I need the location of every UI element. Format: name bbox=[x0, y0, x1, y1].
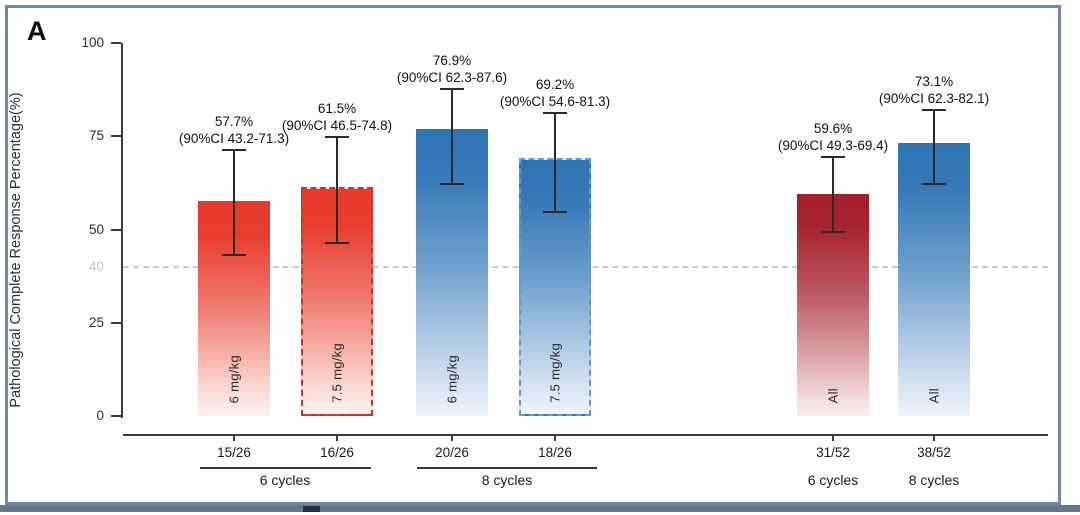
bar-annotation: 73.1% (90%CI 62.3-82.1) bbox=[879, 73, 989, 107]
bar-count-label: 16/26 bbox=[320, 445, 354, 460]
error-bar bbox=[933, 109, 935, 184]
bar-annotation: 69.2% (90%CI 54.6-81.3) bbox=[500, 76, 610, 110]
x-axis-line bbox=[123, 434, 1048, 436]
bar-dose-label: 6 mg/kg bbox=[226, 354, 242, 403]
error-bar-cap-top bbox=[440, 88, 464, 91]
group-label: 8 cycles bbox=[908, 472, 960, 488]
y-axis-tick-label: 75 bbox=[88, 128, 104, 144]
bar-dose-label: 7.5 mg/kg bbox=[329, 343, 345, 403]
x-axis-tick bbox=[233, 434, 235, 441]
bar-value-label: 59.6% bbox=[813, 121, 853, 137]
slide-divider-strip bbox=[0, 505, 1080, 512]
error-bar-cap-bottom bbox=[922, 182, 946, 185]
x-axis-tick bbox=[451, 434, 453, 441]
bar-ci-label: (90%CI 62.3-82.1) bbox=[878, 90, 990, 106]
bar-dose-label: 6 mg/kg bbox=[444, 354, 460, 403]
bar-value-label: 61.5% bbox=[317, 100, 357, 116]
error-bar-cap-top bbox=[922, 108, 946, 111]
bar-count-label: 38/52 bbox=[917, 445, 951, 460]
bar-annotation: 59.6% (90%CI 49.3-69.4) bbox=[778, 120, 888, 154]
error-bar bbox=[451, 89, 453, 184]
error-bar-cap-top bbox=[325, 135, 349, 138]
bar-all-5 bbox=[898, 143, 970, 416]
x-axis-tick bbox=[554, 434, 556, 441]
y-axis-tick bbox=[111, 42, 121, 44]
error-bar-cap-bottom bbox=[543, 211, 567, 214]
bar-value-label: 57.7% bbox=[214, 114, 254, 130]
group-underline bbox=[417, 467, 597, 469]
bar-ci-label: (90%CI 49.3-69.4) bbox=[777, 138, 889, 154]
bar-ci-label: (90%CI 43.2-71.3) bbox=[178, 131, 290, 147]
error-bar bbox=[336, 136, 338, 243]
bar-value-label: 69.2% bbox=[535, 76, 575, 92]
y-axis-tick-label: 100 bbox=[81, 35, 104, 50]
y-axis-tick bbox=[111, 228, 121, 231]
bar-count-label: 18/26 bbox=[538, 445, 572, 460]
bar-ci-label: (90%CI 54.6-81.3) bbox=[499, 93, 611, 109]
bar-dose-label: All bbox=[825, 387, 841, 403]
error-bar bbox=[554, 112, 556, 213]
x-axis-tick bbox=[933, 434, 935, 441]
group-underline bbox=[200, 467, 371, 469]
bar-dose-label: 7.5 mg/kg bbox=[547, 343, 563, 403]
group-label: 6 cycles bbox=[807, 472, 859, 488]
error-bar-cap-bottom bbox=[440, 182, 464, 185]
x-axis-tick bbox=[336, 434, 338, 441]
y-axis-tick bbox=[111, 415, 121, 417]
error-bar-cap-top bbox=[543, 111, 567, 114]
bar-ci-label: (90%CI 46.5-74.8) bbox=[281, 117, 393, 133]
panel-label: A bbox=[27, 16, 47, 46]
y-axis-tick bbox=[111, 135, 121, 138]
bar-value-label: 76.9% bbox=[432, 53, 472, 69]
error-bar-cap-top bbox=[222, 149, 246, 152]
bar-count-label: 20/26 bbox=[435, 445, 469, 460]
error-bar-cap-bottom bbox=[821, 231, 845, 234]
y-axis-tick-label: 25 bbox=[88, 314, 104, 330]
bar-annotation: 61.5% (90%CI 46.5-74.8) bbox=[282, 100, 392, 134]
group-label: 8 cycles bbox=[481, 472, 533, 488]
error-bar bbox=[832, 157, 834, 233]
divider-notch bbox=[303, 506, 320, 512]
x-axis-tick bbox=[832, 434, 834, 441]
error-bar bbox=[233, 150, 235, 255]
bar-count-label: 15/26 bbox=[217, 445, 251, 460]
bar-ci-label: (90%CI 62.3-87.6) bbox=[396, 70, 508, 86]
y-axis-tick-label: 0 bbox=[96, 408, 104, 423]
y-axis-tick bbox=[111, 321, 121, 324]
bar-count-label: 31/52 bbox=[816, 445, 850, 460]
group-label: 6 cycles bbox=[259, 472, 311, 488]
bar-annotation: 76.9% (90%CI 62.3-87.6) bbox=[397, 52, 507, 86]
bar-annotation: 57.7% (90%CI 43.2-71.3) bbox=[179, 113, 289, 147]
error-bar-cap-top bbox=[821, 156, 845, 159]
error-bar-cap-bottom bbox=[222, 253, 246, 256]
bar-dose-label: All bbox=[926, 387, 942, 403]
bar-value-label: 73.1% bbox=[914, 73, 954, 89]
y-axis-line bbox=[121, 43, 123, 418]
error-bar-cap-bottom bbox=[325, 241, 349, 244]
reference-line-label: 40 bbox=[88, 258, 104, 274]
y-axis-tick-label: 50 bbox=[88, 221, 104, 237]
